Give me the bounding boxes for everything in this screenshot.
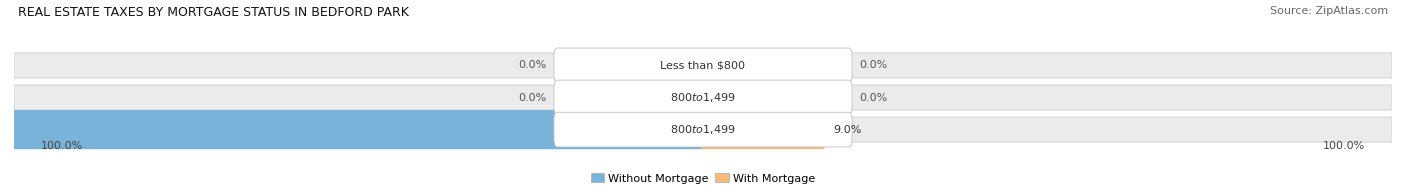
Legend: Without Mortgage, With Mortgage: Without Mortgage, With Mortgage <box>586 169 820 188</box>
Text: 0.0%: 0.0% <box>519 60 547 70</box>
FancyBboxPatch shape <box>554 112 852 147</box>
FancyBboxPatch shape <box>0 110 707 149</box>
Text: 0.0%: 0.0% <box>519 92 547 103</box>
FancyBboxPatch shape <box>699 110 827 149</box>
Text: 100.0%: 100.0% <box>1323 141 1365 152</box>
Text: $800 to $1,499: $800 to $1,499 <box>671 91 735 104</box>
Text: 9.0%: 9.0% <box>832 125 862 135</box>
FancyBboxPatch shape <box>14 85 1392 110</box>
Text: 0.0%: 0.0% <box>859 60 887 70</box>
Text: REAL ESTATE TAXES BY MORTGAGE STATUS IN BEDFORD PARK: REAL ESTATE TAXES BY MORTGAGE STATUS IN … <box>18 6 409 19</box>
Text: 0.0%: 0.0% <box>859 92 887 103</box>
FancyBboxPatch shape <box>14 117 1392 142</box>
FancyBboxPatch shape <box>554 80 852 115</box>
FancyBboxPatch shape <box>554 48 852 83</box>
Text: Less than $800: Less than $800 <box>661 60 745 70</box>
Text: Source: ZipAtlas.com: Source: ZipAtlas.com <box>1270 6 1388 16</box>
Text: 100.0%: 100.0% <box>41 141 83 152</box>
FancyBboxPatch shape <box>14 53 1392 78</box>
Text: $800 to $1,499: $800 to $1,499 <box>671 123 735 136</box>
